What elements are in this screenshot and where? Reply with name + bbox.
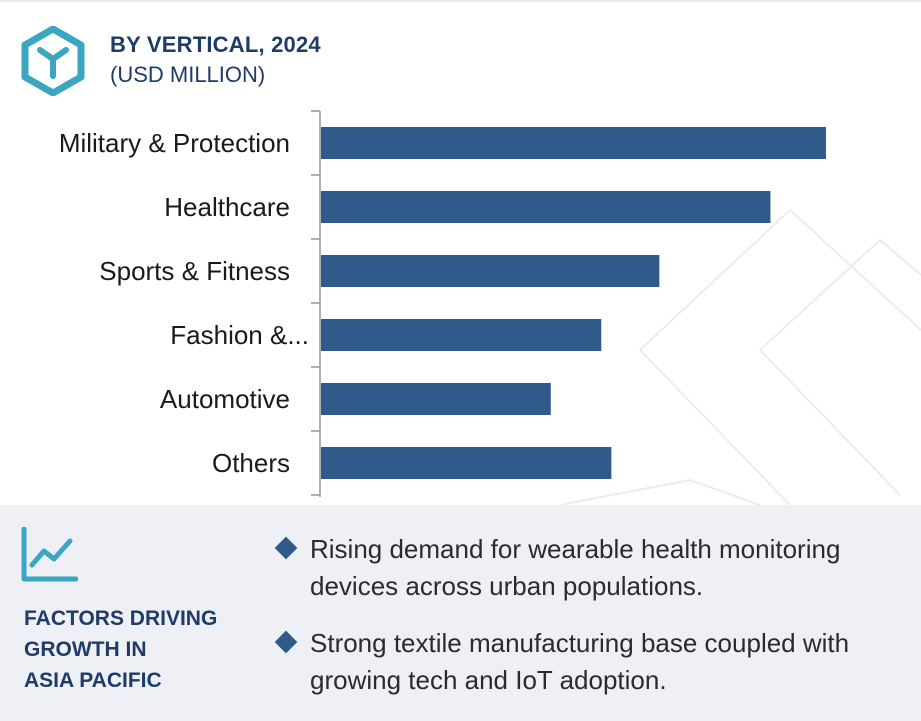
diamond-bullet-icon (274, 630, 298, 654)
category-label: Others (212, 448, 290, 478)
brand-hexagon-icon (21, 26, 85, 96)
category-label: Sports & Fitness (99, 256, 290, 286)
bar (321, 255, 660, 287)
category-label: Fashion &... (170, 320, 309, 350)
factor-text: Strong textile manufacturing base couple… (310, 628, 850, 695)
bar (321, 447, 612, 479)
bar-chart: Military & Protection Healthcare Sports & … (59, 110, 826, 497)
chart-title: BY VERTICAL, 2024 (110, 32, 321, 57)
bar (321, 383, 551, 415)
factors-title-line: ASIA PACIFIC (24, 669, 162, 692)
chart-subtitle: (USD MILLION) (110, 62, 266, 87)
background-decoration (559, 208, 921, 505)
line-chart-icon (21, 527, 78, 582)
category-label: Military & Protection (59, 128, 290, 158)
category-label: Healthcare (164, 192, 290, 222)
bar (321, 319, 602, 351)
factor-item: Strong textile manufacturing base couple… (272, 625, 912, 699)
factors-title-line: GROWTH IN (24, 638, 147, 661)
category-label: Automotive (160, 384, 290, 414)
chart-panel: BY VERTICAL, 2024 (USD MILLION) Military… (0, 0, 921, 505)
diamond-bullet-icon (274, 536, 298, 560)
factors-list: Rising demand for wearable health monito… (272, 531, 912, 719)
bar (321, 127, 826, 159)
factors-panel: FACTORS DRIVING GROWTH IN ASIA PACIFIC R… (0, 505, 921, 721)
factor-text: Rising demand for wearable health monito… (310, 534, 841, 601)
factors-title-line: FACTORS DRIVING (24, 607, 218, 630)
top-border (0, 0, 921, 6)
factors-title: FACTORS DRIVING GROWTH IN ASIA PACIFIC (24, 603, 254, 696)
factor-item: Rising demand for wearable health monito… (272, 531, 912, 605)
bar (321, 191, 771, 223)
